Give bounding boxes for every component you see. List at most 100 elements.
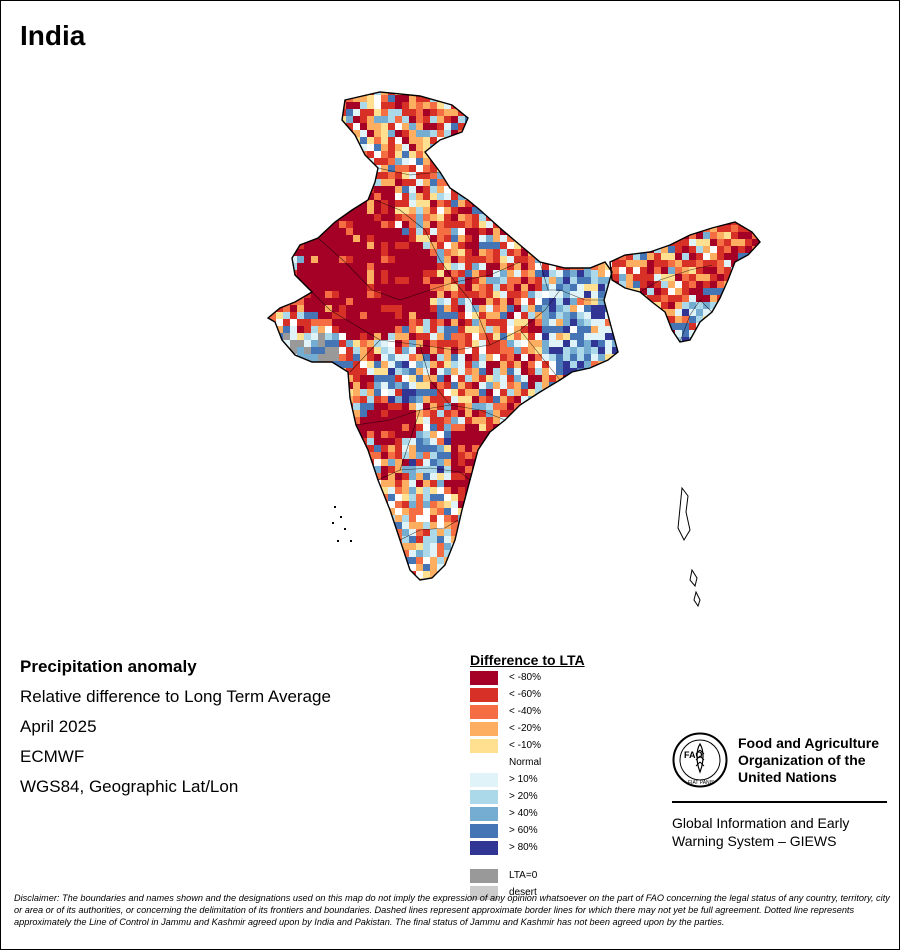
mainland-anomaly-cell [430, 284, 438, 292]
northeast-anomaly-cell [752, 281, 760, 289]
mainland-anomaly-cell [437, 480, 445, 488]
mainland-anomaly-cell [388, 466, 396, 474]
mainland-anomaly-cell [612, 193, 618, 201]
mainland-anomaly-cell [507, 515, 515, 523]
mainland-anomaly-cell [591, 368, 599, 376]
mainland-anomaly-cell [577, 256, 585, 264]
mainland-anomaly-cell [304, 242, 312, 250]
mainland-anomaly-cell [584, 179, 592, 187]
mainland-anomaly-cell [297, 410, 305, 418]
mainland-anomaly-cell [584, 291, 592, 299]
mainland-anomaly-cell [507, 543, 515, 551]
mainland-anomaly-cell [269, 333, 277, 341]
mainland-anomaly-cell [339, 291, 347, 299]
mainland-anomaly-cell [374, 270, 382, 278]
mainland-anomaly-cell [269, 501, 277, 509]
northeast-anomaly-cell [633, 232, 641, 240]
mainland-anomaly-cell [458, 417, 466, 425]
mainland-anomaly-cell [297, 501, 305, 509]
mainland-anomaly-cell [332, 508, 340, 516]
mainland-anomaly-cell [283, 214, 291, 222]
mainland-anomaly-cell [437, 550, 445, 558]
mainland-anomaly-cell [570, 536, 578, 544]
mainland-anomaly-cell [325, 200, 333, 208]
mainland-anomaly-cell [430, 319, 438, 327]
mainland-anomaly-cell [472, 270, 480, 278]
mainland-anomaly-cell [584, 578, 592, 580]
mainland-anomaly-cell [304, 326, 312, 334]
mainland-anomaly-cell [269, 242, 277, 250]
northeast-anomaly-cell [654, 222, 662, 226]
mainland-anomaly-cell [556, 151, 564, 159]
mainland-anomaly-cell [423, 263, 431, 271]
mainland-anomaly-cell [612, 151, 618, 159]
mainland-anomaly-cell [500, 298, 508, 306]
mainland-anomaly-cell [346, 494, 354, 502]
mainland-anomaly-cell [290, 480, 298, 488]
mainland-anomaly-cell [612, 312, 618, 320]
mainland-anomaly-cell [598, 564, 606, 572]
northeast-anomaly-cell [696, 260, 704, 268]
mainland-anomaly-cell [514, 515, 522, 523]
mainland-anomaly-cell [297, 396, 305, 404]
mainland-anomaly-cell [570, 501, 578, 509]
mainland-anomaly-cell [619, 354, 627, 362]
mainland-anomaly-cell [416, 200, 424, 208]
mainland-anomaly-cell [472, 305, 480, 313]
mainland-anomaly-cell [437, 529, 445, 537]
mainland-anomaly-cell [374, 529, 382, 537]
mainland-anomaly-cell [381, 214, 389, 222]
mainland-anomaly-cell [514, 221, 522, 229]
mainland-anomaly-cell [283, 522, 291, 530]
mainland-anomaly-cell [346, 480, 354, 488]
northeast-anomaly-cell [661, 253, 669, 261]
mainland-anomaly-cell [598, 333, 606, 341]
mainland-anomaly-cell [521, 375, 529, 383]
mainland-anomaly-cell [528, 417, 536, 425]
mainland-anomaly-cell [444, 277, 452, 285]
mainland-anomaly-cell [500, 165, 508, 173]
mainland-anomaly-cell [332, 564, 340, 572]
mainland-anomaly-cell [297, 578, 305, 580]
mainland-anomaly-cell [556, 130, 564, 138]
mainland-anomaly-cell [444, 487, 452, 495]
mainland-anomaly-cell [269, 403, 277, 411]
mainland-anomaly-cell [444, 193, 452, 201]
mainland-anomaly-cell [535, 144, 543, 152]
mainland-anomaly-cell [472, 95, 480, 103]
mainland-anomaly-cell [500, 263, 508, 271]
mainland-anomaly-cell [395, 515, 403, 523]
mainland-anomaly-cell [268, 193, 270, 201]
mainland-anomaly-cell [325, 543, 333, 551]
mainland-anomaly-cell [374, 214, 382, 222]
mainland-anomaly-cell [346, 200, 354, 208]
northeast-anomaly-cell [647, 337, 655, 342]
mainland-anomaly-cell [500, 536, 508, 544]
mainland-anomaly-cell [619, 361, 627, 369]
mainland-anomaly-cell [388, 557, 396, 565]
northeast-anomaly-cell [738, 309, 746, 317]
mainland-anomaly-cell [444, 172, 452, 180]
mainland-anomaly-cell [605, 494, 613, 502]
mainland-anomaly-cell [472, 291, 480, 299]
mainland-anomaly-cell [304, 116, 312, 124]
mainland-anomaly-cell [570, 305, 578, 313]
mainland-anomaly-cell [346, 214, 354, 222]
mainland-anomaly-cell [444, 319, 452, 327]
mainland-anomaly-cell [311, 417, 319, 425]
mainland-anomaly-cell [619, 326, 627, 334]
mainland-anomaly-cell [528, 354, 536, 362]
mainland-anomaly-cell [269, 298, 277, 306]
northeast-anomaly-cell [689, 344, 697, 352]
mainland-anomaly-cell [479, 263, 487, 271]
mainland-anomaly-cell [458, 228, 466, 236]
northeast-anomaly-cell [612, 316, 620, 324]
mainland-anomaly-cell [346, 459, 354, 467]
mainland-anomaly-cell [339, 235, 347, 243]
mainland-anomaly-cell [290, 578, 298, 580]
mainland-anomaly-cell [339, 221, 347, 229]
northeast-anomaly-cell [717, 253, 725, 261]
mainland-anomaly-cell [444, 438, 452, 446]
mainland-anomaly-cell [283, 116, 291, 124]
northeast-anomaly-cell [668, 222, 676, 226]
